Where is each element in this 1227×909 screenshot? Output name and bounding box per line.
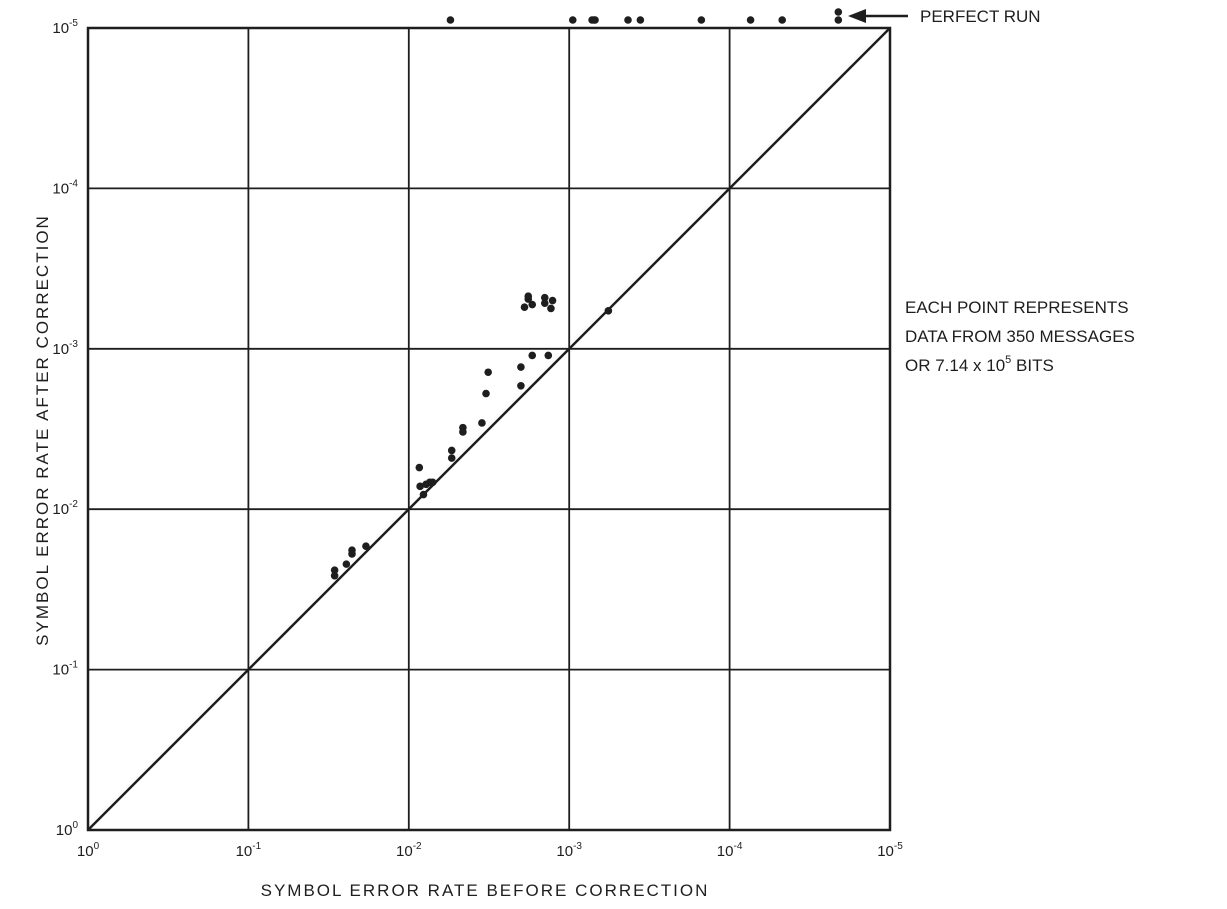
data-point — [544, 351, 553, 360]
data-point — [517, 381, 525, 390]
data-point — [517, 363, 525, 371]
y-tick-label: 100 — [56, 820, 79, 839]
reference-diagonal-line — [87, 27, 891, 831]
data-point — [348, 550, 356, 558]
x-tick-exponent: -5 — [894, 841, 903, 852]
data-point — [524, 295, 533, 303]
x-tick-base: 10 — [556, 843, 573, 860]
x-axis-label: SYMBOL ERROR RATE BEFORE CORRECTION — [261, 881, 710, 900]
y-tick-exponent: -4 — [69, 178, 78, 189]
y-tick-label: 10-1 — [52, 660, 78, 679]
data-point — [482, 389, 490, 398]
data-point — [547, 304, 555, 313]
x-tick-label: 10-4 — [717, 841, 743, 860]
y-tick-base: 10 — [52, 20, 69, 37]
data-point — [419, 490, 428, 499]
x-tick-base: 10 — [77, 843, 94, 860]
data-point — [540, 293, 549, 302]
data-note: EACH POINT REPRESENTS DATA FROM 350 MESS… — [905, 298, 1135, 375]
data-point — [459, 428, 467, 436]
perfect-run-point — [778, 16, 786, 24]
perfect-run-point — [636, 16, 645, 24]
data-point — [548, 296, 557, 305]
note-line-3-pre: OR 7.14 x 10 — [905, 356, 1005, 375]
data-point — [342, 560, 351, 568]
x-tick-label: 10-2 — [396, 841, 422, 860]
y-tick-base: 10 — [52, 341, 69, 358]
x-tick-base: 10 — [717, 843, 734, 860]
y-tick-base: 10 — [52, 501, 69, 518]
data-point — [528, 351, 537, 360]
perfect-run-point — [624, 16, 632, 24]
data-point — [540, 299, 549, 308]
data-point — [428, 478, 437, 487]
y-tick-base: 10 — [56, 822, 73, 839]
y-tick-exponent: -2 — [69, 499, 78, 510]
x-tick-exponent: -4 — [733, 841, 742, 852]
y-tick-exponent: -3 — [69, 339, 78, 350]
perfect-run-point — [697, 16, 706, 24]
x-tick-label: 100 — [77, 841, 100, 860]
x-tick-label: 10-3 — [556, 841, 582, 860]
data-point — [447, 446, 456, 455]
perfect-run-annotation: PERFECT RUN — [848, 7, 1041, 26]
x-tick-base: 10 — [877, 843, 894, 860]
y-tick-exponent: -1 — [69, 660, 78, 671]
y-tick-label: 10-5 — [52, 18, 78, 37]
y-tick-exponent: -5 — [69, 18, 78, 29]
note-line-1: EACH POINT REPRESENTS — [905, 298, 1129, 317]
data-points — [330, 292, 613, 580]
x-tick-base: 10 — [236, 843, 253, 860]
perfect-run-point — [746, 16, 755, 24]
grid-lines — [88, 28, 890, 830]
x-tick-exponent: -1 — [252, 841, 261, 852]
data-point — [484, 368, 492, 377]
data-point — [478, 419, 486, 427]
perfect-run-point — [834, 8, 843, 16]
data-point — [604, 307, 613, 315]
perfect-run-point — [446, 16, 455, 24]
x-tick-labels: 100 10-1 10-2 10-3 10-4 10-5 — [77, 841, 903, 860]
data-point — [447, 454, 456, 462]
perfect-run-point — [591, 16, 599, 24]
note-line-3: OR 7.14 x 105 BITS — [905, 354, 1054, 375]
perfect-run-arrow-head — [848, 9, 866, 23]
x-tick-label: 10-5 — [877, 841, 903, 860]
perfect-run-label: PERFECT RUN — [920, 7, 1041, 26]
data-point — [416, 482, 424, 491]
data-point — [330, 571, 339, 580]
x-tick-exponent: 0 — [94, 841, 100, 852]
perfect-run-points — [446, 8, 843, 24]
perfect-run-point — [834, 16, 843, 24]
y-tick-base: 10 — [52, 180, 69, 197]
note-line-3-post: BITS — [1011, 356, 1054, 375]
x-tick-base: 10 — [396, 843, 413, 860]
note-line-2: DATA FROM 350 MESSAGES — [905, 327, 1135, 346]
y-tick-exponent: 0 — [72, 820, 78, 831]
note-line-3-exp: 5 — [1005, 354, 1011, 366]
y-axis-label: SYMBOL ERROR RATE AFTER CORRECTION — [33, 214, 52, 646]
x-tick-exponent: -3 — [573, 841, 582, 852]
y-tick-label: 10-4 — [52, 178, 78, 197]
y-tick-base: 10 — [52, 662, 69, 679]
data-point — [415, 463, 424, 472]
x-tick-label: 10-1 — [236, 841, 262, 860]
x-tick-exponent: -2 — [413, 841, 422, 852]
plot-frame — [86, 26, 892, 832]
data-point — [520, 303, 529, 311]
data-point — [362, 542, 370, 550]
data-point — [528, 300, 537, 309]
y-tick-label: 10-2 — [52, 499, 78, 518]
y-tick-label: 10-3 — [52, 339, 78, 358]
data-point — [330, 566, 339, 574]
perfect-run-point — [568, 16, 577, 24]
